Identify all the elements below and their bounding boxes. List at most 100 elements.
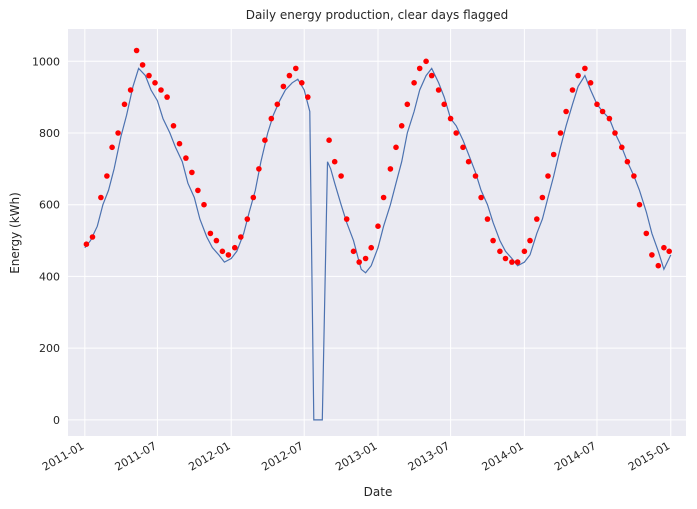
clear-day-point: [183, 155, 189, 161]
flagged-points: [83, 47, 672, 269]
clear-day-point: [207, 230, 214, 237]
clear-day-point: [423, 58, 429, 65]
clear-day-point: [350, 248, 357, 255]
clear-day-point: [557, 130, 564, 136]
clear-day-point: [599, 108, 606, 115]
clear-day-point: [484, 216, 491, 222]
clear-day-point: [393, 144, 399, 151]
clear-day-point: [98, 194, 104, 201]
clear-day-point: [238, 234, 244, 240]
clear-day-point: [460, 144, 466, 151]
clear-day-point: [286, 72, 293, 79]
clear-day-point: [152, 80, 158, 86]
clear-day-point: [509, 259, 515, 265]
x-tick-label: 2012-01: [186, 439, 232, 473]
x-axis-label: Date: [364, 485, 393, 499]
clear-day-point: [89, 234, 96, 240]
clear-day-point: [428, 72, 435, 79]
clear-day-point: [225, 252, 232, 258]
clear-day-point: [441, 101, 448, 108]
clear-day-point: [606, 115, 613, 122]
clear-day-point: [619, 144, 625, 151]
clear-day-point: [219, 248, 226, 255]
chart-title: Daily energy production, clear days flag…: [246, 8, 509, 22]
clear-day-point: [582, 65, 588, 72]
clear-day-point: [158, 87, 164, 93]
plot-area: [68, 29, 686, 436]
clear-day-point: [534, 216, 540, 222]
clear-day-point: [398, 123, 405, 129]
clear-day-point: [232, 244, 238, 251]
clear-day-point: [83, 241, 90, 247]
x-tick-label: 2015-01: [626, 439, 672, 473]
y-tick-label: 1000: [32, 55, 60, 68]
clear-day-point: [268, 115, 275, 122]
clear-day-point: [643, 230, 650, 237]
y-tick-label: 600: [39, 199, 60, 212]
clear-day-point: [244, 216, 251, 222]
clear-day-point: [575, 72, 581, 79]
clear-day-point: [631, 173, 637, 179]
x-tick-label: 2012-07: [259, 439, 305, 473]
clear-day-point: [250, 194, 257, 201]
y-tick-labels: 0 200 400 600 800 1000: [32, 55, 60, 427]
grid-lines: [68, 29, 686, 436]
clear-day-point: [416, 65, 423, 72]
x-tick-label: 2013-07: [406, 439, 452, 473]
clear-day-point: [356, 259, 363, 265]
clear-day-point: [146, 72, 152, 79]
clear-day-point: [305, 94, 311, 100]
x-tick-label: 2011-01: [40, 439, 86, 473]
clear-day-point: [139, 62, 146, 68]
clear-day-point: [331, 158, 338, 165]
clear-day-point: [569, 87, 576, 93]
clear-day-point: [115, 130, 121, 136]
clear-day-point: [293, 65, 299, 72]
y-tick-label: 200: [39, 342, 60, 355]
clear-day-point: [453, 130, 460, 136]
y-tick-label: 800: [39, 127, 60, 140]
clear-day-point: [326, 137, 332, 143]
clear-day-point: [411, 80, 417, 86]
clear-day-point: [213, 237, 220, 244]
clear-day-point: [109, 144, 115, 151]
clear-day-point: [368, 244, 375, 251]
clear-day-point: [104, 173, 110, 179]
x-tick-label: 2013-01: [333, 439, 379, 473]
clear-day-point: [280, 83, 287, 90]
clear-day-point: [189, 169, 195, 176]
clear-day-point: [380, 194, 387, 201]
clear-day-point: [521, 248, 528, 255]
clear-day-point: [649, 252, 655, 258]
clear-day-point: [262, 137, 268, 143]
y-tick-label: 400: [39, 270, 60, 283]
clear-day-point: [195, 187, 201, 194]
clear-day-point: [362, 255, 369, 262]
clear-day-point: [127, 87, 134, 93]
clear-day-point: [465, 158, 472, 165]
clear-day-point: [655, 262, 662, 269]
clear-day-point: [338, 173, 344, 179]
clear-day-point: [661, 244, 667, 251]
clear-day-point: [472, 173, 479, 179]
clear-day-point: [447, 115, 454, 122]
clear-day-point: [387, 166, 394, 172]
clear-day-point: [587, 80, 594, 86]
clear-day-point: [636, 201, 643, 208]
clear-day-point: [545, 173, 551, 179]
clear-day-point: [256, 166, 262, 172]
clear-day-point: [121, 101, 128, 108]
clear-day-point: [133, 47, 140, 54]
clear-day-point: [527, 237, 533, 244]
x-tick-label: 2011-07: [113, 439, 159, 473]
clear-day-point: [490, 237, 496, 244]
x-tick-label: 2014-01: [480, 439, 526, 473]
clear-day-point: [343, 216, 350, 222]
y-tick-label: 0: [53, 414, 60, 427]
clear-day-point: [563, 108, 569, 115]
clear-day-point: [539, 194, 546, 201]
clear-day-point: [164, 94, 170, 100]
clear-day-point: [299, 80, 305, 86]
clear-day-point: [478, 194, 484, 201]
